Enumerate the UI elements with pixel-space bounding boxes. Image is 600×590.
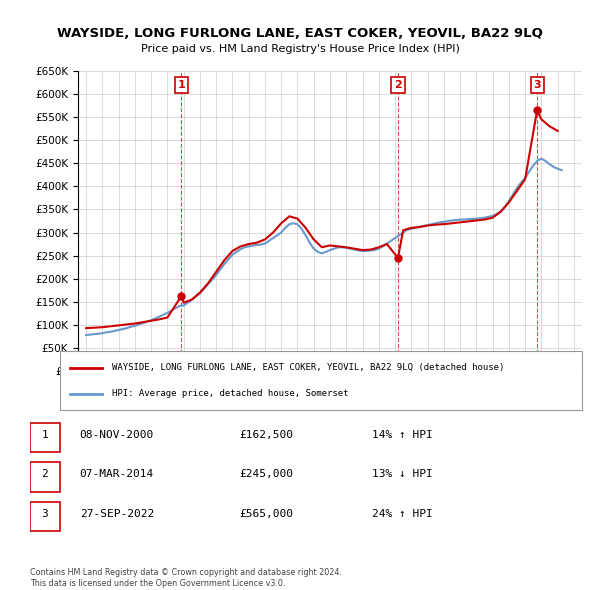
Text: Price paid vs. HM Land Registry's House Price Index (HPI): Price paid vs. HM Land Registry's House … xyxy=(140,44,460,54)
Text: 3: 3 xyxy=(533,80,541,90)
Text: 2: 2 xyxy=(394,80,402,90)
Text: 08-NOV-2000: 08-NOV-2000 xyxy=(80,430,154,440)
Text: 1: 1 xyxy=(41,430,48,440)
Text: 2: 2 xyxy=(41,470,48,479)
Text: 1: 1 xyxy=(178,80,185,90)
Text: 3: 3 xyxy=(41,509,48,519)
Text: WAYSIDE, LONG FURLONG LANE, EAST COKER, YEOVIL, BA22 9LQ (detached house): WAYSIDE, LONG FURLONG LANE, EAST COKER, … xyxy=(112,363,505,372)
Text: £565,000: £565,000 xyxy=(240,509,294,519)
FancyBboxPatch shape xyxy=(30,463,61,491)
Text: 24% ↑ HPI: 24% ↑ HPI xyxy=(372,509,433,519)
Text: £162,500: £162,500 xyxy=(240,430,294,440)
Text: HPI: Average price, detached house, Somerset: HPI: Average price, detached house, Some… xyxy=(112,389,349,398)
Text: 07-MAR-2014: 07-MAR-2014 xyxy=(80,470,154,479)
Text: 14% ↑ HPI: 14% ↑ HPI xyxy=(372,430,433,440)
FancyBboxPatch shape xyxy=(60,351,582,410)
Text: WAYSIDE, LONG FURLONG LANE, EAST COKER, YEOVIL, BA22 9LQ: WAYSIDE, LONG FURLONG LANE, EAST COKER, … xyxy=(57,27,543,40)
Text: 13% ↓ HPI: 13% ↓ HPI xyxy=(372,470,433,479)
FancyBboxPatch shape xyxy=(30,422,61,452)
FancyBboxPatch shape xyxy=(30,502,61,532)
Text: 27-SEP-2022: 27-SEP-2022 xyxy=(80,509,154,519)
Text: Contains HM Land Registry data © Crown copyright and database right 2024.: Contains HM Land Registry data © Crown c… xyxy=(30,568,342,576)
Text: £245,000: £245,000 xyxy=(240,470,294,479)
Text: This data is licensed under the Open Government Licence v3.0.: This data is licensed under the Open Gov… xyxy=(30,579,286,588)
